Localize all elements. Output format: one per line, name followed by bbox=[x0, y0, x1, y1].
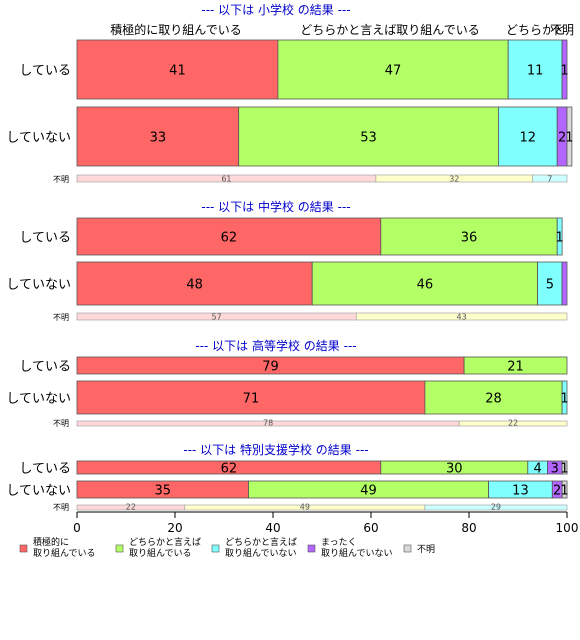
row-label: していない bbox=[6, 278, 71, 293]
x-tick-label: 80 bbox=[461, 521, 476, 535]
data-label: 1 bbox=[560, 484, 568, 499]
data-label: 62 bbox=[221, 462, 238, 477]
data-label: 79 bbox=[262, 360, 279, 375]
data-label: 33 bbox=[150, 131, 167, 146]
x-tick-label: 40 bbox=[265, 521, 280, 535]
panel-title: --- 以下は 特別支援学校 の結果 --- bbox=[183, 442, 368, 457]
legend-swatch bbox=[19, 544, 28, 553]
data-label: 41 bbox=[169, 64, 186, 79]
bar-segment bbox=[76, 380, 426, 415]
legend-label: どちらかと言えば取り組んでいる bbox=[129, 536, 201, 559]
data-label: 13 bbox=[512, 484, 529, 499]
data-label: 71 bbox=[243, 392, 260, 407]
unknown-value-label: 43 bbox=[457, 313, 467, 322]
bar-segment bbox=[561, 460, 568, 475]
unknown-segment bbox=[355, 312, 568, 321]
unknown-value-label: 57 bbox=[212, 313, 222, 322]
bar-segment bbox=[76, 217, 382, 256]
bar-segment bbox=[76, 261, 313, 306]
column-header: 積極的に取り組んでいる bbox=[110, 22, 241, 37]
panel-title: --- 以下は 高等学校 の結果 --- bbox=[195, 338, 356, 353]
unknown-label: 不明 bbox=[53, 175, 69, 184]
panel-title: --- 以下は 小学校 の結果 --- bbox=[201, 2, 350, 17]
row-label: していない bbox=[6, 484, 71, 499]
row-label: していない bbox=[6, 392, 71, 407]
x-tick-label: 20 bbox=[167, 521, 182, 535]
data-label: 1 bbox=[560, 392, 568, 407]
bar-segment bbox=[537, 261, 563, 306]
unknown-label: 不明 bbox=[53, 503, 69, 512]
data-label: 1 bbox=[560, 462, 568, 477]
bar-segment bbox=[76, 106, 240, 167]
unknown-segment bbox=[424, 504, 568, 511]
row-label: していない bbox=[6, 131, 71, 146]
column-header: 不明 bbox=[550, 23, 574, 37]
data-label: 47 bbox=[385, 64, 402, 79]
data-label: 53 bbox=[360, 131, 377, 146]
row-label: している bbox=[19, 231, 71, 246]
x-tick-label: 100 bbox=[556, 521, 579, 535]
bar-segment bbox=[566, 106, 573, 167]
x-tick-label: 60 bbox=[363, 521, 378, 535]
bar-segment bbox=[561, 261, 568, 306]
unknown-value-label: 29 bbox=[491, 503, 501, 512]
row-label: している bbox=[19, 360, 71, 375]
data-label: 28 bbox=[485, 392, 502, 407]
data-label: 21 bbox=[507, 360, 524, 375]
column-header: どちらかと bbox=[506, 23, 566, 37]
data-label: 2 bbox=[553, 484, 561, 499]
unknown-segment bbox=[458, 420, 568, 427]
data-label: 12 bbox=[520, 131, 537, 146]
bar-segment bbox=[561, 39, 568, 100]
unknown-value-label: 49 bbox=[300, 503, 310, 512]
panel-title: --- 以下は 中学校 の結果 --- bbox=[201, 199, 350, 214]
data-label: 5 bbox=[546, 278, 554, 293]
data-label: 1 bbox=[565, 131, 573, 146]
bar-segment bbox=[277, 39, 509, 100]
bar-segment bbox=[556, 217, 563, 256]
data-label: 1 bbox=[560, 64, 568, 79]
data-label: 30 bbox=[446, 462, 463, 477]
data-label: 48 bbox=[186, 278, 203, 293]
x-tick-label: 0 bbox=[73, 521, 81, 535]
data-label: 49 bbox=[360, 484, 377, 499]
data-label: 36 bbox=[461, 231, 478, 246]
data-label: 35 bbox=[154, 484, 171, 499]
bar-segment bbox=[238, 106, 499, 167]
data-label: 1 bbox=[556, 231, 564, 246]
legend-swatch bbox=[307, 544, 316, 553]
legend-label: 積極的に取り組んでいる bbox=[33, 536, 96, 559]
unknown-value-label: 78 bbox=[263, 419, 273, 428]
data-label: 4 bbox=[533, 462, 541, 477]
unknown-value-label: 7 bbox=[547, 175, 552, 184]
row-label: している bbox=[19, 64, 71, 79]
unknown-value-label: 61 bbox=[221, 175, 231, 184]
unknown-value-label: 22 bbox=[508, 419, 518, 428]
legend-swatch bbox=[403, 544, 412, 553]
legend-label: まったく取り組んでいない bbox=[321, 537, 393, 559]
column-header: どちらかと言えば取り組んでいる bbox=[300, 23, 479, 37]
data-label: 2 bbox=[558, 131, 566, 146]
data-label: 62 bbox=[221, 231, 238, 246]
legend-label: 不明 bbox=[417, 544, 435, 555]
unknown-label: 不明 bbox=[53, 313, 69, 322]
unknown-value-label: 22 bbox=[126, 503, 136, 512]
bar-segment bbox=[561, 380, 568, 415]
data-label: 3 bbox=[551, 462, 559, 477]
unknown-segment bbox=[532, 174, 568, 183]
data-label: 46 bbox=[417, 278, 434, 293]
row-label: している bbox=[19, 462, 71, 477]
bar-segment bbox=[424, 380, 563, 415]
bar-segment bbox=[463, 356, 568, 375]
unknown-label: 不明 bbox=[53, 419, 69, 428]
legend-label: どちらかと言えば取り組んでいない bbox=[225, 536, 297, 559]
data-label: 11 bbox=[527, 64, 544, 79]
bar-segment bbox=[561, 480, 568, 499]
legend-swatch bbox=[115, 544, 124, 553]
legend-swatch bbox=[211, 544, 220, 553]
unknown-value-label: 32 bbox=[449, 175, 459, 184]
bar-segment bbox=[497, 106, 558, 167]
